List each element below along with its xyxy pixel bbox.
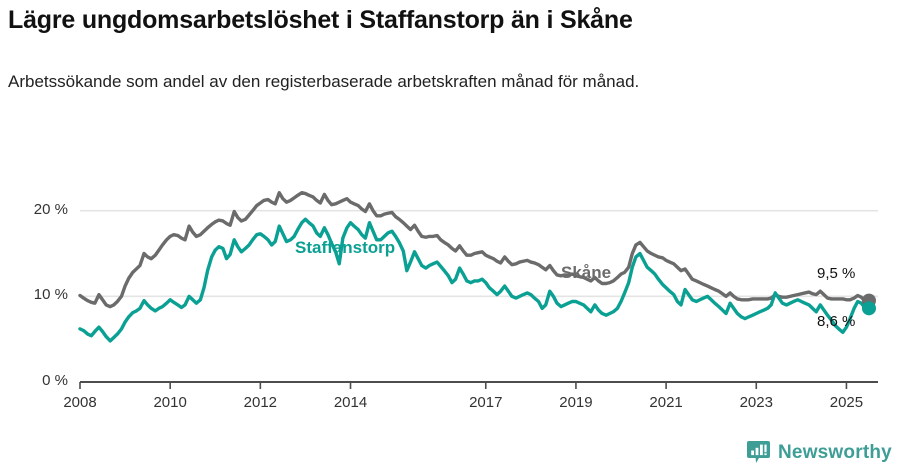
chart-title: Lägre ungdomsarbetslöshet i Staffanstorp…	[8, 6, 633, 34]
end-label-skane: 9,5 %	[817, 265, 856, 282]
series-endpoint-markers	[861, 293, 876, 316]
y-tick-label: 20 %	[33, 200, 68, 218]
x-tick-label: 2017	[469, 394, 503, 411]
series-label-staffanstorp: Staffanstorp	[295, 238, 396, 257]
x-tick-label: 2014	[333, 394, 368, 411]
x-tick-label: 2021	[649, 394, 683, 411]
bar-chart-bubble-icon	[746, 440, 771, 465]
series-label-skane: Skåne	[561, 263, 612, 282]
x-tick-label: 2023	[739, 394, 773, 411]
x-tick-label: 2012	[243, 394, 278, 411]
chart-subtitle: Arbetssökande som andel av den registerb…	[8, 72, 640, 91]
end-label-staffanstorp: 8,6 %	[817, 313, 856, 330]
y-tick-label: 0 %	[42, 372, 68, 389]
newsworthy-logo-text: Newsworthy	[778, 441, 892, 463]
series-lines	[78, 191, 871, 343]
x-tick-label: 2010	[153, 394, 187, 411]
newsworthy-logo[interactable]: Newsworthy	[746, 440, 892, 465]
x-tick-label: 2008	[63, 394, 97, 411]
axis-ticks	[79, 382, 848, 389]
x-tick-label: 2025	[829, 394, 864, 411]
gridlines	[80, 209, 878, 383]
y-tick-label: 10 %	[33, 286, 68, 304]
x-tick-label: 2019	[559, 394, 593, 411]
